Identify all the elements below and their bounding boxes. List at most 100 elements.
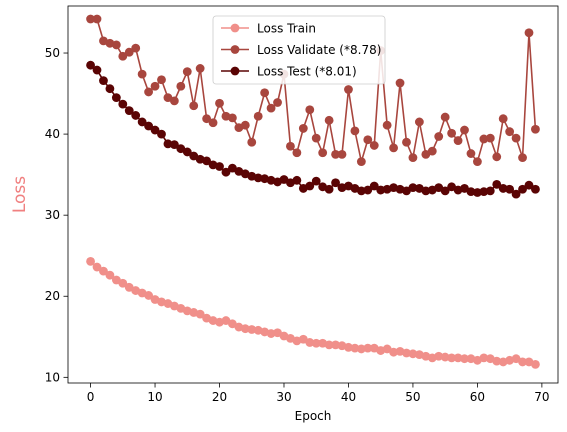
series-1-point xyxy=(324,340,334,350)
series-3-point xyxy=(305,181,315,191)
plot-frame xyxy=(67,5,559,384)
series-3-point xyxy=(124,106,134,115)
series-1-point xyxy=(118,278,128,288)
series-2-point xyxy=(176,81,186,91)
series-2-point xyxy=(118,51,128,61)
series-2-point xyxy=(505,127,515,137)
series-1-point xyxy=(311,338,321,348)
series-1-point xyxy=(434,351,444,361)
series-2-line xyxy=(90,18,537,164)
series-1-point xyxy=(99,266,108,276)
series-3-point xyxy=(485,186,495,196)
series-2-point xyxy=(228,113,237,123)
legend-item: Loss Train xyxy=(221,22,316,36)
series-3-point xyxy=(466,187,476,197)
y-tick-label: 50 xyxy=(45,46,60,60)
series-2-point xyxy=(202,114,212,124)
series-2-point xyxy=(382,120,392,130)
series-1-point xyxy=(350,343,360,353)
x-tick-label: 60 xyxy=(470,390,485,404)
series-2-point xyxy=(440,112,450,122)
series-2-point xyxy=(92,14,102,24)
series-1-point xyxy=(408,349,418,359)
series-2-point xyxy=(466,149,476,158)
series-1 xyxy=(86,256,540,369)
series-3-point xyxy=(215,162,224,171)
series-1-point xyxy=(402,348,411,358)
series-2-point xyxy=(453,136,463,145)
series-2-point xyxy=(479,134,489,144)
series-2-point xyxy=(111,40,121,50)
series-2-point xyxy=(434,132,444,141)
series-1-point xyxy=(531,359,540,369)
series-2-point xyxy=(86,14,95,24)
series-3-point xyxy=(292,175,302,185)
series-2-point xyxy=(124,47,134,57)
series-2-point xyxy=(350,126,360,136)
series-3-point xyxy=(376,185,386,195)
series-3-point xyxy=(505,184,515,194)
series-2-point xyxy=(144,87,153,97)
series-1-point xyxy=(266,329,276,338)
series-2-point xyxy=(337,149,347,159)
series-2-point xyxy=(240,120,250,130)
legend-item: Loss Test (*8.01) xyxy=(221,65,357,79)
series-2-point xyxy=(298,124,308,133)
y-axis-label: Loss xyxy=(10,176,30,213)
series-3-point xyxy=(324,184,334,194)
series-3-point xyxy=(363,185,373,195)
legend: Loss Train Loss Validate (*8.78) Loss Test… xyxy=(212,15,386,85)
legend-swatch-marker xyxy=(230,45,240,54)
series-2-point xyxy=(485,133,495,143)
series-2-point xyxy=(511,133,521,143)
y-tick-label: 10 xyxy=(45,370,60,384)
y-tick-label: 40 xyxy=(45,127,60,141)
series-3-point xyxy=(105,84,115,94)
series-3-point xyxy=(511,189,521,199)
series-2-point xyxy=(363,135,373,145)
series-1-point xyxy=(247,325,257,334)
series-3-point xyxy=(253,173,263,183)
series-3-point xyxy=(524,180,534,190)
series-3-point xyxy=(531,184,540,194)
series-3-point xyxy=(331,178,340,188)
series-2-point xyxy=(292,148,302,158)
series-2-point xyxy=(150,81,160,91)
series-1-point xyxy=(344,342,353,352)
series-1-point xyxy=(492,356,502,366)
series-2-point xyxy=(137,69,147,79)
series-3-point xyxy=(182,147,192,157)
series-3-point xyxy=(92,65,102,75)
series-2-point xyxy=(266,103,276,113)
series-2-point xyxy=(524,28,534,38)
series-2-point xyxy=(131,43,141,53)
series-2-point xyxy=(531,124,540,134)
series-3-point xyxy=(498,184,508,193)
series-3-point xyxy=(408,183,418,193)
series-1-point xyxy=(453,353,463,363)
series-2-point xyxy=(253,111,263,121)
series-1-point xyxy=(240,324,250,334)
series-3-point xyxy=(421,186,431,196)
series-2-point xyxy=(356,157,366,167)
series-2-point xyxy=(344,85,353,94)
series-2-point xyxy=(286,141,295,151)
series-3-point xyxy=(356,186,366,196)
x-tick-label: 30 xyxy=(276,390,291,404)
series-2-point xyxy=(498,114,508,124)
series-3-point xyxy=(111,93,121,103)
series-layer xyxy=(86,14,540,369)
series-3-point xyxy=(157,129,166,139)
x-tick-label: 20 xyxy=(212,390,227,404)
axis-layer: 0 10 20 30 40 50 60 70 10 20 30 40 50 xyxy=(45,46,550,404)
series-3-point xyxy=(150,125,160,135)
series-2-point xyxy=(369,141,379,150)
x-axis-label: Epoch xyxy=(295,409,332,423)
series-2-point xyxy=(273,98,282,107)
series-3 xyxy=(86,60,540,199)
series-2-point xyxy=(182,67,192,77)
series-1-point xyxy=(144,291,153,300)
series-2-point xyxy=(414,117,424,127)
series-3-point xyxy=(518,184,527,194)
